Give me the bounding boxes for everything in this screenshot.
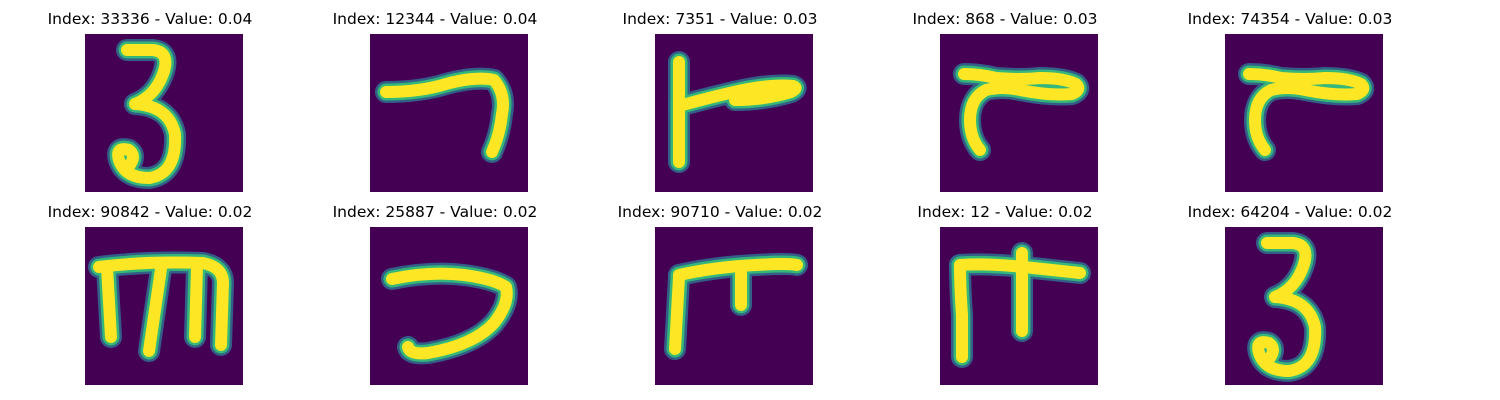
glyph-image	[953, 63, 1090, 161]
panel-title: Index: 7351 - Value: 0.03	[622, 10, 818, 28]
panel-title: Index: 33336 - Value: 0.04	[47, 10, 253, 28]
glyph-stroke	[112, 44, 182, 184]
panel-10: Index: 64204 - Value: 0.02	[1140, 193, 1440, 385]
glyph-image	[949, 242, 1091, 368]
glyph-stroke	[93, 256, 229, 351]
glyph-stroke	[143, 263, 167, 357]
panel-title: Index: 74354 - Value: 0.03	[1187, 10, 1393, 28]
panel-title: Index: 25887 - Value: 0.02	[332, 203, 538, 221]
glyph-image	[664, 253, 808, 360]
panel-image	[370, 227, 528, 385]
glyph-stroke	[101, 261, 117, 343]
panel-image	[1225, 34, 1383, 192]
glyph-stroke	[954, 259, 968, 363]
panel-7: Index: 25887 - Value: 0.02	[285, 193, 585, 385]
panel-title: Index: 12 - Value: 0.02	[917, 203, 1093, 221]
glyph-image	[381, 262, 518, 365]
panel-1: Index: 33336 - Value: 0.04	[0, 0, 300, 192]
panel-8: Index: 90710 - Value: 0.02	[570, 193, 870, 385]
panel-2: Index: 12344 - Value: 0.04	[285, 0, 585, 192]
glyph-stroke	[669, 271, 685, 355]
glyph-stroke	[958, 68, 1085, 156]
glyph-stroke	[386, 267, 513, 360]
panel-title: Index: 90710 - Value: 0.02	[617, 203, 823, 221]
glyph-stroke	[1243, 68, 1370, 156]
panel-6: Index: 90842 - Value: 0.02	[0, 193, 300, 385]
glyph-stroke	[673, 258, 803, 281]
panel-4: Index: 868 - Value: 0.03	[855, 0, 1155, 192]
panel-title: Index: 90842 - Value: 0.02	[47, 203, 253, 221]
panel-5: Index: 74354 - Value: 0.03	[1140, 0, 1440, 192]
panel-title: Index: 12344 - Value: 0.04	[332, 10, 538, 28]
panel-image	[1225, 227, 1383, 385]
glyph-image	[88, 251, 234, 362]
glyph-stroke	[189, 261, 203, 343]
panel-image	[940, 227, 1098, 385]
panel-title: Index: 868 - Value: 0.03	[912, 10, 1098, 28]
glyph-stroke	[673, 79, 802, 112]
panel-9: Index: 12 - Value: 0.02	[855, 193, 1155, 385]
glyph-image	[1238, 63, 1375, 161]
glyph-stroke	[1252, 237, 1322, 377]
glyph-image	[1247, 232, 1327, 382]
panel-title: Index: 64204 - Value: 0.02	[1187, 203, 1393, 221]
panel-image	[85, 227, 243, 385]
glyph-image	[375, 67, 514, 163]
panel-image	[370, 34, 528, 192]
panel-image	[655, 34, 813, 192]
glyph-image	[668, 51, 807, 173]
panel-3: Index: 7351 - Value: 0.03	[570, 0, 870, 192]
panel-image	[85, 34, 243, 192]
glyph-image	[107, 39, 187, 189]
panel-image	[940, 34, 1098, 192]
glyph-stroke	[380, 72, 509, 158]
panel-image	[655, 227, 813, 385]
